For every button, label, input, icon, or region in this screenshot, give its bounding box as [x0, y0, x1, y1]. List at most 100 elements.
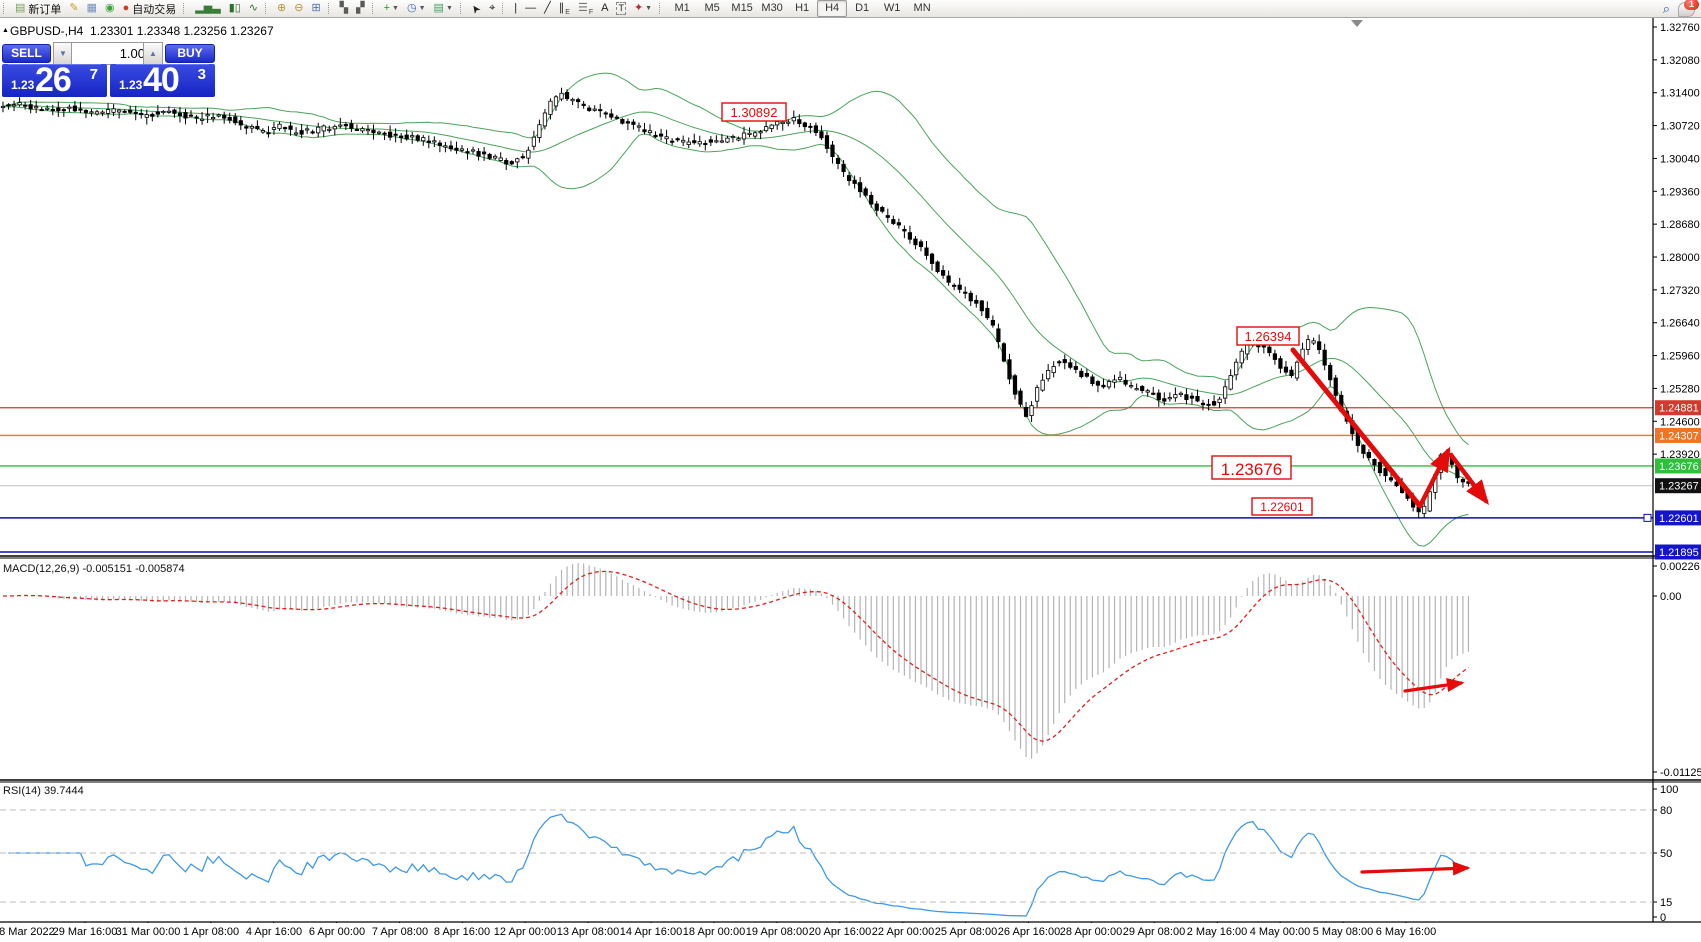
market-watch-icon[interactable]: ▦	[83, 0, 101, 17]
toolbar-grip	[459, 3, 464, 14]
timeframe-h4-button[interactable]: H4	[817, 0, 848, 17]
chevron-down-icon: ▼	[445, 5, 453, 12]
volume-decrease-button[interactable]: ▼	[53, 42, 73, 65]
crosshair-icon: ⌖	[489, 2, 496, 14]
horizontal-line-icon: —	[525, 2, 537, 14]
timeframe-w1-button[interactable]: W1	[883, 2, 901, 14]
text-label-tool[interactable]: T	[612, 0, 630, 17]
timeframe-m1-button[interactable]: M1	[674, 2, 690, 14]
autotrade-button[interactable]: ● 自动交易	[122, 2, 177, 16]
toolbar-grip	[371, 3, 376, 14]
time-axis-label: 7 Apr 08:00	[371, 926, 429, 938]
rsi-label: RSI(14) 39.7444	[3, 785, 84, 797]
time-axis-label: 2 May 16:00	[1186, 926, 1248, 938]
tile-windows-icon[interactable]: ⊞	[307, 0, 324, 17]
time-axis-label: 13 Apr 08:00	[556, 926, 620, 938]
notification-badge: 1	[1684, 0, 1699, 10]
ohlc-open: 1.23301	[90, 24, 134, 38]
svg-text:1.32080: 1.32080	[1660, 55, 1700, 67]
volume-input[interactable]	[71, 42, 152, 65]
svg-text:80: 80	[1660, 805, 1672, 817]
macd-indicator	[3, 563, 1470, 759]
toolbar-grip	[659, 3, 663, 14]
zoom-out-icon[interactable]: ⊖	[290, 0, 307, 17]
price-annotation-box	[1251, 497, 1313, 516]
templates-button[interactable]: ▤ ▼	[430, 0, 457, 17]
new-order-button[interactable]: ▤ 新订单	[15, 2, 62, 16]
ohlc-low: 1.23256	[183, 24, 227, 38]
time-axis-label: 28 Mar 2022	[0, 926, 55, 938]
crosshair-tool[interactable]: ⌖	[485, 0, 499, 17]
time-axis-label: 22 Apr 00:00	[871, 926, 935, 938]
buy-price-box[interactable]: 1.23 40 3	[110, 64, 215, 97]
timeframe-m15-button[interactable]: M15	[731, 2, 753, 14]
analysis-annotations: 1.30892 1.26394 1.23676 1.22601	[721, 102, 1489, 876]
arrange-windows-icon[interactable]: ▚	[336, 0, 352, 17]
cursor-tool[interactable]: ➤	[468, 0, 485, 17]
candlestick-chart-icon[interactable]: ▮▯	[225, 0, 245, 17]
toolbar-grip	[183, 3, 187, 14]
volume-increase-button[interactable]: ▲	[143, 42, 163, 65]
shapes-tool[interactable]: ✦ ▼	[630, 0, 656, 17]
zoom-out-icon-icon: ⊖	[294, 2, 304, 14]
timeframe-h1-button[interactable]: H1	[795, 2, 810, 14]
svg-text:-0.011252: -0.011252	[1660, 767, 1701, 779]
timeframe-m30-button[interactable]: M30	[761, 2, 783, 14]
zoom-in-icon[interactable]: ⊕	[273, 0, 290, 17]
sell-button[interactable]: SELL	[2, 44, 51, 63]
trendline-tool[interactable]: ╱	[540, 0, 555, 17]
timeframe-mn-button[interactable]: MN	[913, 2, 931, 14]
chevron-down-icon: ▼	[392, 5, 399, 12]
search-icon[interactable]: ⌕	[1662, 1, 1670, 16]
market-watch-icon-icon: ▦	[86, 2, 98, 14]
price-axis[interactable]: 1.32760 1.32080 1.31400 1.30720 1.30040 1.293…	[0, 18, 1701, 926]
indicators-button[interactable]: + ▼	[380, 0, 403, 17]
channel-tool[interactable]: ∥ E	[558, 2, 570, 16]
bar-chart-icon-icon: ▂▅▃	[195, 2, 221, 14]
channel-icon: ∥	[558, 2, 565, 14]
templates-icon: ▤	[433, 2, 444, 14]
macd-label: MACD(12,26,9) -0.005151 -0.005874	[3, 563, 185, 575]
ohlc-high: 1.23348	[136, 24, 181, 38]
svg-text:1.30720: 1.30720	[1660, 121, 1700, 133]
periods-button[interactable]: ◷ ▼	[403, 0, 430, 17]
buy-price-prefix: 1.23	[119, 78, 143, 92]
svg-text:0.00226: 0.00226	[1660, 561, 1700, 573]
price-annotation-box	[721, 102, 787, 122]
shapes-icon: ✦	[633, 2, 644, 14]
cascade-windows-icon[interactable]: ▞	[352, 0, 368, 17]
timeframe-d1-button[interactable]: D1	[855, 2, 870, 14]
chart-shift-marker[interactable]	[1351, 20, 1363, 27]
timeframe-m5-button[interactable]: M5	[704, 2, 720, 14]
time-axis-label: 4 May 00:00	[1249, 926, 1311, 938]
time-axis-label: 8 Apr 16:00	[433, 926, 491, 938]
svg-text:1.31400: 1.31400	[1660, 88, 1700, 100]
highlighter-icon[interactable]: ✎	[65, 0, 82, 17]
line-chart-icon[interactable]: ∿	[245, 0, 262, 17]
tile-windows-icon-icon: ⊞	[311, 2, 321, 14]
sell-price-prefix: 1.23	[11, 78, 35, 92]
svg-text:1.24307: 1.24307	[1659, 430, 1699, 442]
vertical-line-tool[interactable]: |	[510, 0, 521, 17]
buy-button[interactable]: BUY	[165, 44, 215, 63]
window-menu-triangle-icon[interactable]: ▲	[2, 27, 9, 34]
candlesticks	[0, 87, 1471, 519]
sell-price-sup: 7	[89, 66, 98, 83]
signal-icon[interactable]: ◉	[101, 0, 119, 17]
text-tool[interactable]: A	[597, 0, 612, 17]
time-axis-label: 20 Apr 16:00	[808, 926, 872, 938]
indicators-icon: +	[383, 2, 391, 14]
arrange-windows-icon-icon: ▚	[339, 2, 349, 14]
time-axis-label: 14 Apr 16:00	[619, 926, 683, 938]
svg-text:50: 50	[1660, 848, 1672, 860]
svg-text:1.25280: 1.25280	[1660, 383, 1700, 395]
sell-price-box[interactable]: 1.23 26 7	[2, 64, 107, 97]
time-axis-label: 4 Apr 16:00	[245, 926, 303, 938]
fibonacci-tool[interactable]: ☰ F	[577, 2, 594, 16]
bar-chart-icon[interactable]: ▂▅▃	[191, 0, 224, 17]
notifications-icon[interactable]: 1	[1678, 0, 1699, 17]
highlighter-icon-icon: ✎	[69, 2, 79, 14]
horizontal-line-tool[interactable]: —	[521, 0, 540, 17]
